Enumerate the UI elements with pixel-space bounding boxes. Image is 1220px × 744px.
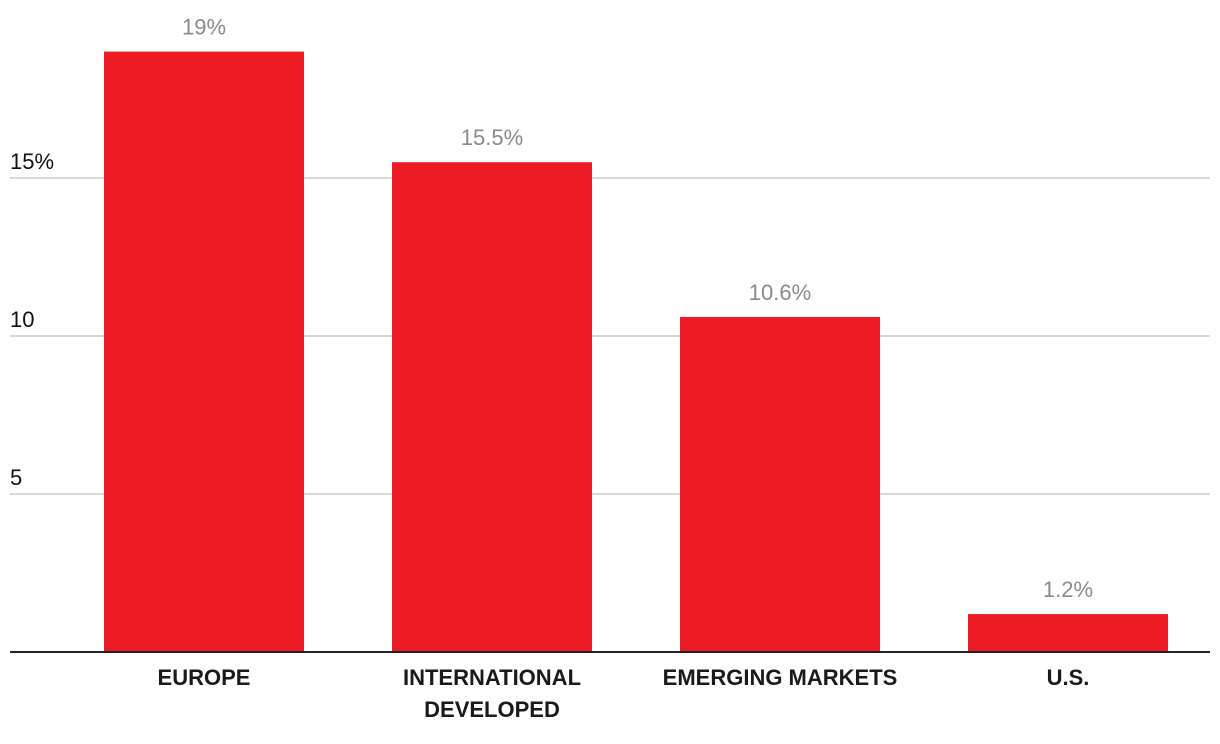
bar (392, 162, 592, 652)
x-tick-label: DEVELOPED (424, 697, 560, 722)
x-tick-label: EUROPE (158, 665, 251, 690)
x-tick-label: INTERNATIONAL (403, 665, 581, 690)
y-tick-label: 15% (10, 149, 54, 174)
data-label: 10.6% (749, 280, 811, 305)
x-tick-label: EMERGING MARKETS (663, 665, 898, 690)
bar (968, 614, 1168, 652)
x-tick-label: U.S. (1047, 665, 1090, 690)
bar (680, 317, 880, 652)
bar (104, 51, 304, 653)
data-label: 19% (182, 15, 226, 40)
y-tick-label: 5 (10, 465, 22, 490)
labels: 5 10 15% 19% EUROPE 15.5% INTERNATIONAL DEVELOP… (10, 15, 1093, 722)
bars (104, 51, 1168, 653)
data-label: 1.2% (1043, 577, 1093, 602)
y-tick-label: 10 (10, 307, 34, 332)
data-label: 15.5% (461, 125, 523, 150)
